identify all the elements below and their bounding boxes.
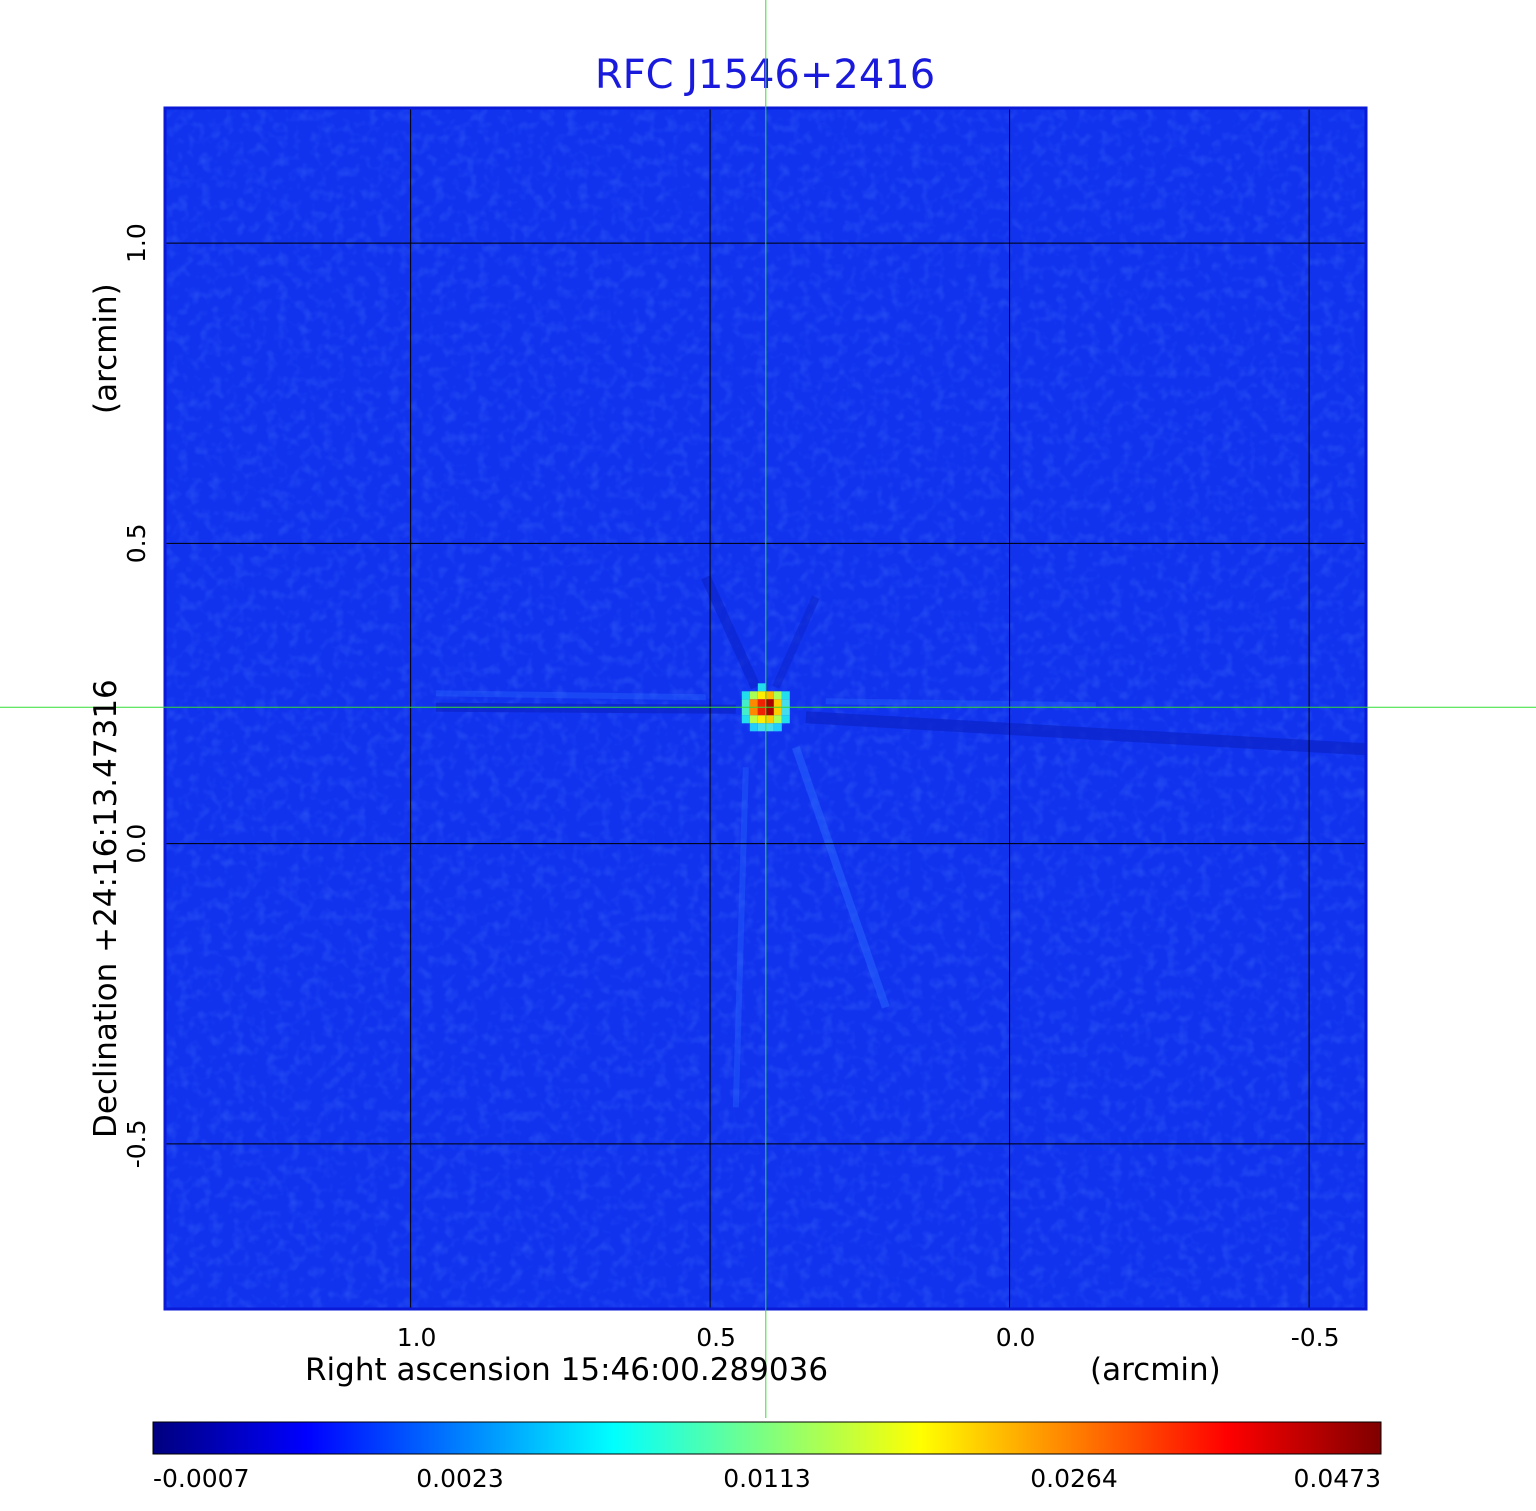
source-pixel [773,691,782,700]
x-tick-label: 0.0 [996,1323,1036,1352]
source-pixel [757,707,766,716]
x-axis-label: Right ascension 15:46:00.289036 [305,1352,828,1388]
x-axis-tick-labels: 1.0 0.5 0.0 -0.5 [397,1323,1340,1352]
y-tick-label: -0.5 [122,1119,151,1168]
left-light-streak [435,690,706,701]
source-pixel [749,723,758,732]
source-pixel [773,715,782,724]
source-pixel [757,683,766,692]
source-pixel [781,699,790,708]
lower-light-spoke [792,745,890,1009]
source-pixel [781,715,790,724]
source-pixel [765,699,774,708]
source-pixel [741,699,750,708]
source-blob [741,683,790,732]
source-pixel [765,691,774,700]
colorbar-gradient [152,1421,1382,1455]
colorbar: -0.0007 0.0023 0.0113 0.0264 0.0473 [152,1421,1382,1493]
upper-right-dark-spoke [772,595,820,689]
upper-left-dark-spoke [701,575,761,690]
source-pixel [765,715,774,724]
source-pixel [757,715,766,724]
source-pixel [741,715,750,724]
colorbar-tick-label: 0.0473 [1294,1464,1381,1493]
x-tick-label: 1.0 [397,1323,437,1352]
source-crosshair [0,0,1536,1418]
colorbar-tick-label: 0.0023 [416,1464,503,1493]
lower-vertical-spoke [732,767,749,1108]
source-pixel [749,691,758,700]
source-pixel [781,691,790,700]
right-light-streak [825,698,1096,709]
colorbar-tick-label: 0.0264 [1030,1464,1117,1493]
x-tick-label: 0.5 [696,1323,736,1352]
x-tick-label: -0.5 [1291,1323,1340,1352]
source-pixel [749,707,758,716]
y-tick-label: 1.0 [122,223,151,263]
source-pixel [765,707,774,716]
source-pixel [757,691,766,700]
source-pixel [765,723,774,732]
y-axis-label: Declination +24:16:13.47316 [88,679,124,1138]
colorbar-tick-label: 0.0113 [723,1464,810,1493]
colorbar-tick-labels: -0.0007 0.0023 0.0113 0.0264 0.0473 [153,1464,1381,1493]
source-pixel [749,715,758,724]
source-pixel [773,723,782,732]
source-pixel [773,699,782,708]
chart-title: RFC J1546+2416 [595,52,935,98]
source-pixel [749,699,758,708]
y-tick-label: 0.0 [122,824,151,864]
right-dark-streak [805,711,1366,756]
y-axis-tick-labels: 1.0 0.5 0.0 -0.5 [122,223,151,1168]
source-pixel [781,707,790,716]
source-pixel [741,707,750,716]
y-tick-label: 0.5 [122,523,151,563]
source-pixel [757,699,766,708]
source-pixel [757,723,766,732]
source-pixel [773,707,782,716]
y-axis-unit: (arcmin) [88,283,124,414]
colorbar-tick-label: -0.0007 [153,1464,250,1493]
source-pixel [741,691,750,700]
x-axis-unit: (arcmin) [1090,1352,1221,1388]
